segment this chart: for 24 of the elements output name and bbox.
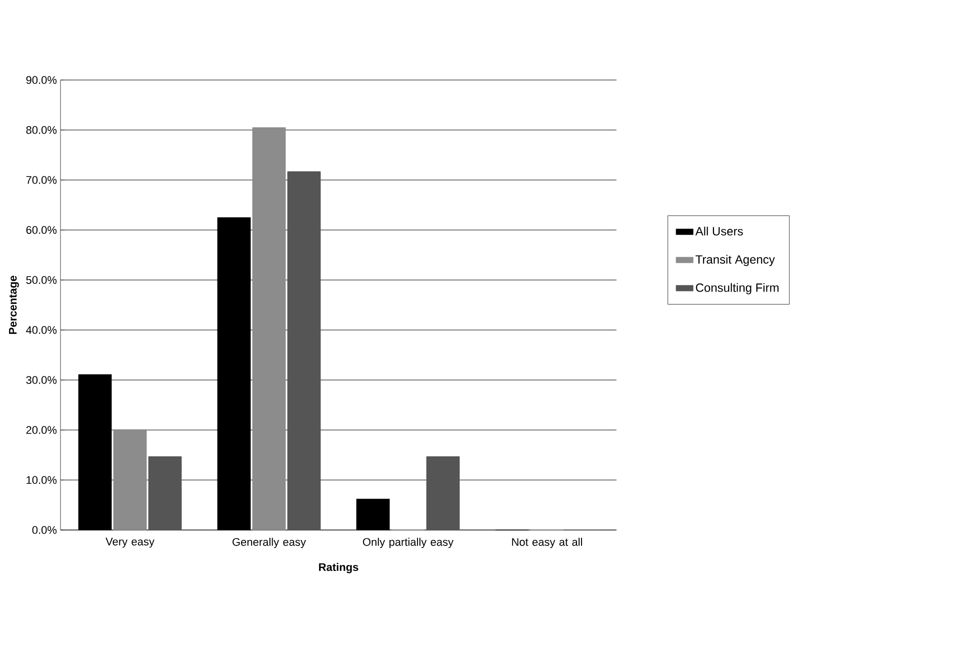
y-tick-label: 50.0% bbox=[26, 276, 57, 284]
y-tick-label: 60.0% bbox=[26, 226, 57, 234]
legend-label: All Users bbox=[695, 226, 743, 236]
y-tick-label: 70.0% bbox=[26, 176, 57, 184]
x-tick-label: Only partially easy bbox=[362, 538, 454, 548]
x-tick-label: Generally easy bbox=[232, 538, 306, 548]
y-axis-title: Percentage bbox=[9, 276, 19, 334]
y-tick-label: 0.0% bbox=[32, 526, 57, 534]
legend-label: Transit Agency bbox=[696, 254, 775, 266]
y-tick-label: 10.0% bbox=[26, 476, 57, 484]
y-tick-label: 80.0% bbox=[26, 126, 57, 134]
bar bbox=[113, 429, 147, 530]
x-axis-title: Ratings bbox=[319, 562, 358, 574]
x-tick-label: Very easy bbox=[106, 538, 154, 548]
x-tick-label: Not easy at all bbox=[512, 538, 582, 548]
bar bbox=[287, 171, 321, 530]
legend-label: Consulting Firm bbox=[696, 283, 779, 294]
y-tick-label: 40.0% bbox=[26, 326, 57, 334]
bar bbox=[426, 456, 460, 530]
y-tick-label: 90.0% bbox=[26, 76, 57, 84]
bar bbox=[252, 127, 286, 530]
y-tick-label: 20.0% bbox=[26, 426, 57, 434]
bar bbox=[148, 456, 182, 530]
y-tick-label: 30.0% bbox=[26, 376, 57, 384]
